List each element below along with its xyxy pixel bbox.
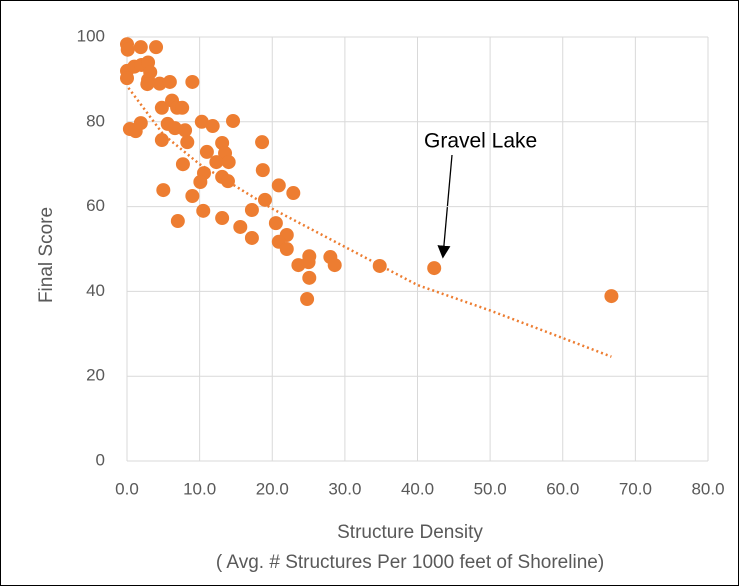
point [120,42,135,57]
point [255,135,270,150]
point [372,258,387,273]
point [279,242,294,256]
x-tick-label: 80.0 [691,479,724,498]
point [133,116,148,131]
x-tick-label: 20.0 [256,479,289,498]
x-tick-label: 60.0 [546,479,579,498]
point [300,292,315,307]
point [220,174,235,189]
x-tick-label: 0.0 [115,479,139,498]
point [156,183,171,198]
point [301,255,316,270]
point [175,100,190,115]
point [327,258,342,273]
x-tick-label: 40.0 [401,479,434,498]
point [175,157,190,172]
point [170,214,185,229]
point [226,113,241,128]
point [149,40,164,55]
point [221,155,236,170]
x-tick-label: 70.0 [619,479,652,498]
point [185,74,200,89]
point [604,289,619,304]
point [286,186,301,201]
point [154,100,169,115]
x-axis-note: ( Avg. # Structures Per 1000 feet of Sho… [216,552,604,573]
point [268,216,283,231]
x-axis-label: Structure Density [337,522,483,543]
point [193,175,208,190]
y-tick-label: 20 [86,366,105,385]
annotation: Gravel Lake [424,130,537,153]
y-tick-label: 0 [96,450,105,469]
point [255,163,270,178]
y-tick-label: 40 [86,281,105,300]
point [427,261,442,276]
x-tick-label: 30.0 [328,479,361,498]
point [133,40,148,55]
point [271,178,286,193]
point [140,77,155,92]
point [196,203,211,218]
y-tick-label: 80 [86,111,105,130]
point [302,270,317,285]
point [215,211,230,226]
point [185,189,200,203]
point [233,219,248,234]
y-axis-label: Final Score [36,207,57,303]
point [257,192,272,207]
x-tick-label: 50.0 [474,479,507,498]
annotation-arrow [437,154,453,259]
point [244,230,259,245]
point [120,71,134,86]
y-tick-label: 100 [77,26,105,45]
point [205,119,220,134]
point [180,135,195,150]
point [209,155,224,170]
point [199,144,214,159]
point [162,74,177,89]
point [154,133,169,148]
point [194,114,209,129]
point [244,202,259,217]
point [178,123,193,138]
x-tick-label: 10.0 [183,479,216,498]
y-tick-label: 60 [86,196,105,215]
